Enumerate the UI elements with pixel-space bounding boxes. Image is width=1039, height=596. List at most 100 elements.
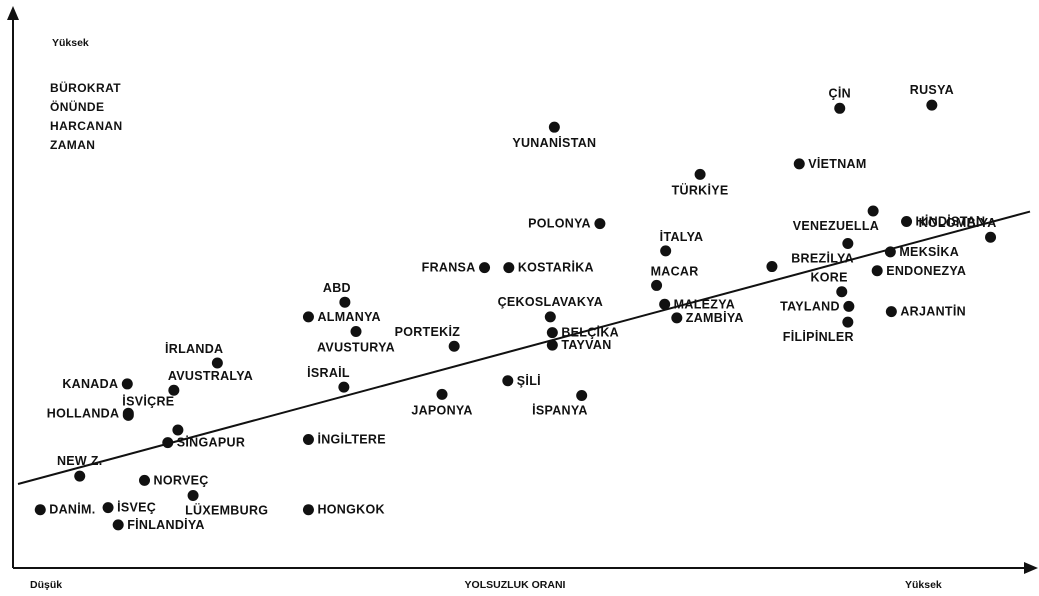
data-point: [479, 262, 491, 274]
data-point: [594, 218, 606, 230]
x-axis-high-label: Yüksek: [905, 579, 942, 591]
data-point: [836, 286, 848, 298]
data-point: [302, 311, 314, 323]
data-point: [766, 261, 778, 273]
point-label: JAPONYA: [411, 403, 472, 417]
data-point: [834, 102, 846, 114]
data-point: [884, 246, 896, 258]
point-label: VENEZUELLA: [793, 219, 879, 233]
data-point: [985, 231, 997, 243]
point-label: ABD: [323, 281, 351, 295]
point-label: PORTEKİZ: [395, 324, 461, 339]
data-point: [122, 407, 134, 419]
data-point: [885, 306, 897, 318]
point-label: LÜXEMBURG: [185, 503, 268, 518]
y-axis-high-label: Yüksek: [52, 37, 89, 49]
trend-line: [17, 210, 1031, 485]
data-point: [448, 340, 460, 352]
point-label: KANADA: [62, 377, 118, 391]
axes-group: [7, 6, 1038, 574]
points-group: [34, 99, 997, 531]
data-point: [548, 121, 560, 133]
data-point: [302, 433, 314, 445]
data-point: [659, 298, 671, 310]
data-point: [660, 245, 672, 257]
point-label: POLONYA: [528, 217, 591, 231]
data-point: [339, 296, 351, 308]
point-label: İNGİLTERE: [317, 431, 385, 446]
data-point: [34, 504, 46, 516]
data-point: [793, 158, 805, 170]
point-label: TAYLAND: [780, 299, 840, 313]
point-label: BELÇİKA: [561, 325, 619, 340]
point-label: AVUSTRALYA: [168, 369, 253, 383]
trendline-group: [17, 210, 1031, 485]
data-point: [503, 262, 515, 274]
data-point: [871, 265, 883, 277]
point-label: RUSYA: [910, 83, 954, 97]
y-axis-title-line: BÜROKRAT: [50, 80, 121, 95]
x-axis-arrow-icon: [1024, 562, 1038, 574]
data-point: [842, 316, 854, 328]
point-label: ENDONEZYA: [886, 264, 966, 278]
point-label: ŞİLİ: [517, 373, 541, 388]
point-label: MEKSİKA: [899, 244, 959, 259]
point-label: DANİM.: [49, 502, 95, 517]
data-point: [546, 339, 558, 351]
data-point: [843, 300, 855, 312]
data-point: [651, 279, 663, 291]
data-point: [162, 437, 174, 449]
data-point: [102, 502, 114, 514]
data-point: [901, 215, 913, 227]
data-point: [576, 389, 588, 401]
point-label: KORE: [810, 271, 847, 285]
point-label: YUNANİSTAN: [512, 135, 596, 150]
point-label: ARJANTİN: [900, 304, 966, 319]
point-label: KOSTARİKA: [518, 260, 594, 275]
data-point: [112, 519, 124, 531]
point-label: VİETNAM: [808, 156, 866, 171]
point-label: İTALYA: [660, 229, 704, 244]
x-axis-low-label: Düşük: [30, 579, 62, 591]
point-label: HONGKOK: [317, 503, 384, 517]
point-label: HİNDİSTAN: [916, 213, 986, 228]
data-point: [867, 205, 879, 217]
data-point: [694, 168, 706, 180]
data-point: [546, 327, 558, 339]
data-point: [436, 388, 448, 400]
data-point: [544, 311, 556, 323]
data-point: [302, 504, 314, 516]
data-point: [926, 99, 938, 111]
point-label: AVUSTURYA: [317, 341, 395, 355]
data-point: [502, 375, 514, 387]
point-label: TAYVAN: [561, 338, 611, 352]
point-label: HOLLANDA: [47, 406, 120, 420]
data-point: [121, 378, 133, 390]
point-label: ÇİN: [829, 85, 851, 100]
data-point: [671, 312, 683, 324]
data-point: [168, 384, 180, 396]
data-point: [338, 381, 350, 393]
point-label: İRLANDA: [165, 341, 223, 356]
data-point: [74, 470, 86, 482]
point-label: MACAR: [651, 264, 699, 278]
point-labels-group: DANİM. İSVEÇ FİNLANDİYA NEW Z. NORVEÇ LÜXEMBU…: [47, 83, 997, 532]
point-label: İSPANYA: [532, 402, 588, 417]
y-axis-title-line: ZAMAN: [50, 138, 95, 152]
point-label: KOLOMBİYA: [919, 215, 997, 230]
point-label: İSVİÇRE: [122, 393, 174, 408]
point-label: NORVEÇ: [154, 473, 209, 487]
data-point: [842, 238, 854, 250]
point-label: ZAMBİYA: [686, 310, 744, 325]
y-axis-title-line: HARCANAN: [50, 119, 123, 133]
point-label: SİNGAPUR: [177, 435, 245, 450]
axis-texts-group: Düşük YOLSUZLUK ORANI Yüksek Yüksek BÜROKRAT…: [30, 37, 942, 591]
point-label: İSVEÇ: [117, 500, 156, 515]
data-point: [139, 474, 150, 486]
point-label: ALMANYA: [317, 310, 380, 324]
y-axis-arrow-icon: [7, 6, 19, 20]
point-label: FİNLANDİYA: [127, 517, 205, 532]
point-label: ÇEKOSLAVAKYA: [498, 295, 603, 309]
